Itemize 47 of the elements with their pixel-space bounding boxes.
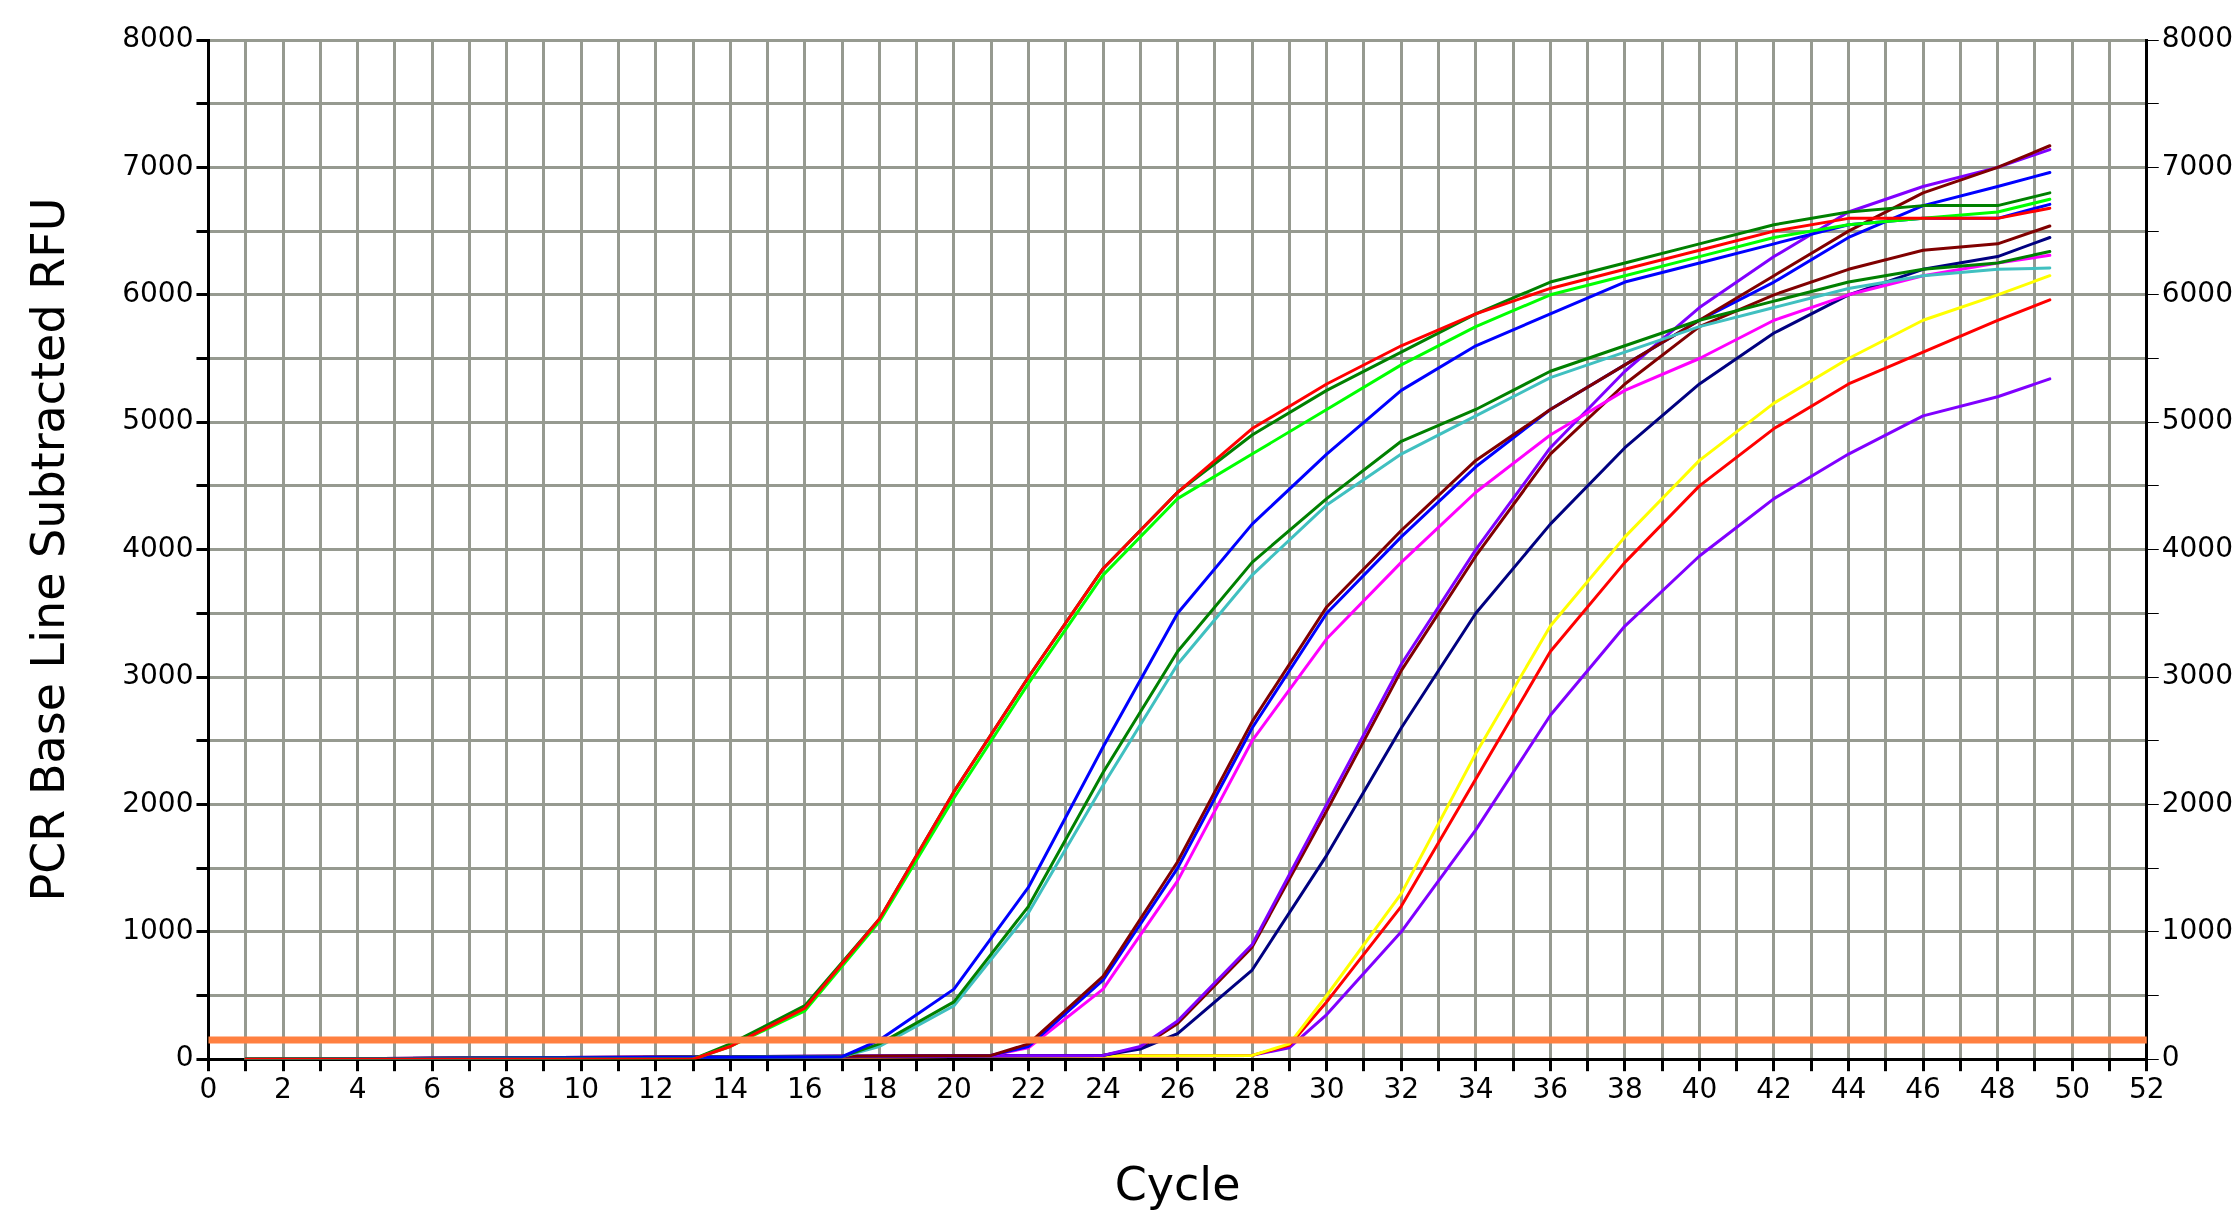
x-axis-title: Cycle [1114, 1157, 1241, 1212]
x-tick-label: 10 [563, 1072, 600, 1106]
x-tick-label: 44 [1830, 1072, 1867, 1106]
y2-tick-label: 0 [2161, 1040, 2180, 1074]
y-tick-label: 1000 [122, 913, 194, 947]
y2-tick-label: 1000 [2161, 913, 2234, 947]
x-tick-label: 6 [423, 1072, 442, 1106]
y-tick-label: 5000 [122, 403, 194, 437]
x-tick-label: 12 [637, 1072, 674, 1106]
x-tick-label: 18 [861, 1072, 898, 1106]
y-tick-label: 8000 [122, 21, 194, 55]
y-tick-label: 6000 [122, 276, 194, 310]
x-tick-label: 4 [348, 1072, 367, 1106]
x-tick-label: 16 [787, 1072, 823, 1106]
x-tick-label: 2 [274, 1072, 292, 1106]
x-tick-label: 32 [1383, 1072, 1420, 1106]
y2-tick-label: 5000 [2161, 403, 2234, 437]
x-tick-label: 42 [1756, 1072, 1792, 1106]
x-tick-label: 22 [1010, 1072, 1047, 1106]
x-tick-label: 38 [1607, 1072, 1643, 1106]
y2-tick-label: 7000 [2161, 148, 2234, 182]
y-tick-label: 2000 [122, 785, 194, 819]
y-tick-label: 7000 [122, 148, 194, 182]
y-tick-label: 4000 [122, 530, 194, 564]
x-tick-label: 8 [497, 1072, 516, 1106]
y-tick-label: 0 [175, 1040, 194, 1074]
x-tick-label: 30 [1308, 1072, 1345, 1106]
x-tick-label: 26 [1159, 1072, 1196, 1106]
x-tick-label: 48 [1979, 1072, 2016, 1106]
x-tick-label: 46 [1905, 1072, 1941, 1106]
y2-tick-label: 2000 [2161, 785, 2234, 819]
y-tick-label: 3000 [122, 658, 194, 692]
y2-tick-label: 6000 [2161, 276, 2234, 310]
x-tick-label: 50 [2054, 1072, 2091, 1106]
y2-tick-label: 8000 [2161, 21, 2234, 55]
x-tick-label: 52 [2128, 1072, 2165, 1106]
y-axis-title: PCR Base Line Subtracted RFU [20, 197, 75, 902]
x-tick-label: 34 [1457, 1072, 1494, 1106]
x-tick-label: 14 [712, 1072, 749, 1106]
x-tick-label: 0 [199, 1072, 218, 1106]
y2-tick-label: 4000 [2161, 530, 2234, 564]
x-tick-label: 40 [1681, 1072, 1718, 1106]
x-tick-label: 36 [1532, 1072, 1569, 1106]
y2-tick-label: 3000 [2161, 658, 2234, 692]
x-tick-label: 24 [1085, 1072, 1121, 1106]
x-tick-label: 20 [936, 1072, 972, 1106]
x-tick-label: 28 [1234, 1072, 1270, 1106]
